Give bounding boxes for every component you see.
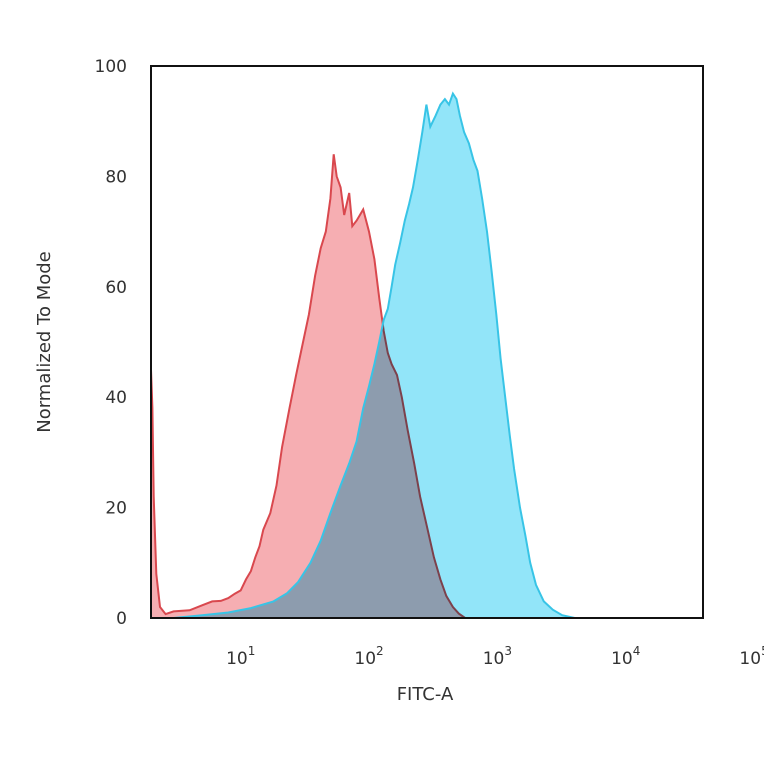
x-tick-label: 103 xyxy=(483,644,512,669)
plot-area xyxy=(150,91,575,619)
x-tick-label: 104 xyxy=(611,644,640,669)
y-tick-label: 20 xyxy=(105,499,127,519)
y-tick-label: 100 xyxy=(95,57,127,77)
y-axis-title: Normalized To Mode xyxy=(34,251,55,433)
y-tick-label: 60 xyxy=(105,278,127,298)
series-2-line xyxy=(173,91,575,619)
series-2-area xyxy=(173,93,575,619)
y-tick-label: 40 xyxy=(105,388,127,408)
y-tick-label: 80 xyxy=(105,167,127,187)
x-tick-label: 101 xyxy=(226,644,255,669)
x-tick-label: 105 xyxy=(739,644,764,669)
x-axis-title: FITC-A xyxy=(397,684,454,705)
y-axis: 0 20 40 60 80 100 xyxy=(95,57,127,629)
plot-frame xyxy=(150,65,704,619)
x-axis: 101 102 103 104 105 xyxy=(226,644,764,669)
x-tick-label: 102 xyxy=(354,644,383,669)
y-tick-label: 0 xyxy=(116,609,127,629)
